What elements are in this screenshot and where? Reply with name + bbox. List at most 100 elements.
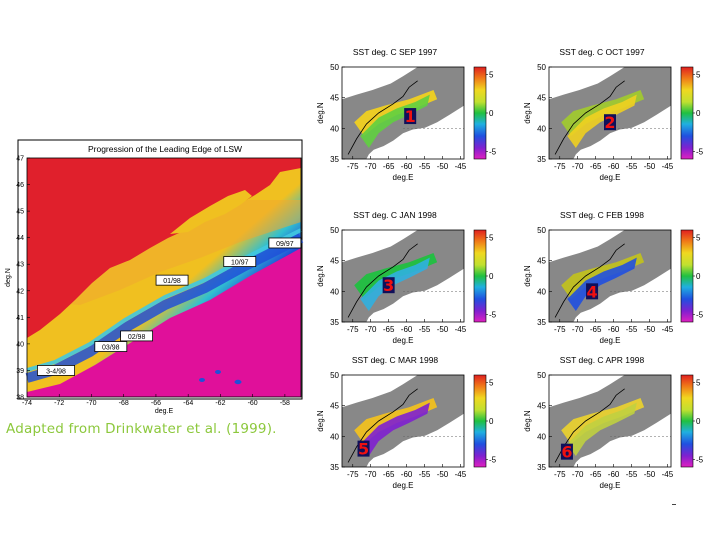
sst-x-tick-label: -45 xyxy=(455,470,467,479)
sst-y-tick-label: 45 xyxy=(330,402,339,411)
lsw-date-annotation: 03/98 xyxy=(94,341,128,352)
sst-panel-title: SST deg. C SEP 1997 xyxy=(353,47,438,57)
lsw-seamount xyxy=(234,379,242,385)
sst-x-tick-label: -65 xyxy=(590,470,602,479)
lsw-peninsula xyxy=(170,190,252,234)
sst-plot-border xyxy=(548,229,672,323)
sst-x-tick-label: -50 xyxy=(644,325,656,334)
sst-colorbar-label: 0 xyxy=(696,417,701,426)
sst-x-tick-label: -70 xyxy=(572,162,584,171)
sst-marker-number: 4 xyxy=(586,282,597,301)
sst-coastline xyxy=(554,243,625,318)
lsw-date-label: 01/98 xyxy=(163,278,181,285)
sst-x-tick-label: -75 xyxy=(347,470,359,479)
sst-land-mask xyxy=(342,230,397,253)
sst-x-tick-label: -50 xyxy=(437,325,449,334)
sst-y-axis-label: deg.N xyxy=(523,265,532,287)
lsw-y-axis-label: deg.N xyxy=(5,268,12,287)
sst-x-axis-label: deg.E xyxy=(600,481,621,490)
sst-coastline xyxy=(554,80,625,155)
sst-y-tick-label: 35 xyxy=(330,463,339,472)
sst-y-axis-label: deg.N xyxy=(316,410,325,432)
sst-x-tick-label: -60 xyxy=(401,162,413,171)
sst-panel-title: SST deg. C JAN 1998 xyxy=(353,210,437,220)
sst-x-tick-label: -75 xyxy=(554,162,566,171)
sst-x-tick-label: -60 xyxy=(401,325,413,334)
sst-panel-title: SST deg. C MAR 1998 xyxy=(352,355,439,365)
sst-marker-number: 5 xyxy=(358,440,369,459)
sst-marker-number: 3 xyxy=(383,276,394,295)
sst-y-tick-label: 35 xyxy=(537,318,546,327)
sst-land-mask xyxy=(549,230,604,253)
sst-anomaly-core xyxy=(360,257,430,311)
sst-x-axis-label: deg.E xyxy=(600,336,621,345)
sst-panel: SST deg. C OCT 1997-75 -70 -65 -60 -55 -50 -45… xyxy=(523,47,704,182)
sst-y-tick-label: 40 xyxy=(330,287,339,296)
sst-x-tick-label: -55 xyxy=(626,325,638,334)
sst-marker-box xyxy=(404,108,417,125)
sst-x-tick-label: -65 xyxy=(383,162,395,171)
sst-y-tick-label: 50 xyxy=(330,371,339,380)
sst-y-tick-label: 40 xyxy=(330,124,339,133)
sst-y-tick-label: 40 xyxy=(537,287,546,296)
sst-y-tick-label: 45 xyxy=(537,402,546,411)
sst-coastline xyxy=(347,80,418,155)
sst-panel: SST deg. C SEP 1997-75 -70 -65 -60 -55 -50 -45… xyxy=(316,47,497,182)
sst-y-axis-label: deg.N xyxy=(523,410,532,432)
figure-caption: Adapted from Drinkwater et al. (1999). xyxy=(6,421,277,437)
lsw-date-annotation: 10/97 xyxy=(223,256,257,267)
lsw-y-tick-label: 43 xyxy=(16,262,24,269)
sst-y-axis-label: deg.N xyxy=(523,102,532,124)
sst-y-tick-label: 45 xyxy=(330,94,339,103)
lsw-y-tick-label: 38 xyxy=(16,395,24,402)
sst-x-tick-label: -45 xyxy=(662,470,674,479)
sst-colorbar xyxy=(473,66,487,160)
sst-x-tick-label: -75 xyxy=(554,470,566,479)
sst-anomaly-core xyxy=(567,402,637,456)
sst-y-tick-label: 40 xyxy=(537,432,546,441)
sst-anomaly-core xyxy=(567,94,637,148)
sst-marker-box xyxy=(382,277,395,294)
sst-x-tick-label: -45 xyxy=(662,325,674,334)
lsw-x-tick-label: -64 xyxy=(183,400,193,407)
sst-colorbar-label: -5 xyxy=(696,310,704,319)
sst-plot-border xyxy=(341,374,465,468)
sst-x-tick-label: -65 xyxy=(590,325,602,334)
lsw-date-box xyxy=(155,274,189,286)
lsw-date-label: 09/97 xyxy=(276,241,294,248)
sst-colorbar-label: -5 xyxy=(489,147,497,156)
lsw-y-tick-label: 46 xyxy=(16,182,24,189)
sst-y-tick-label: 40 xyxy=(537,124,546,133)
sst-y-tick-label: 35 xyxy=(330,155,339,164)
sst-x-tick-label: -55 xyxy=(419,162,431,171)
sst-x-tick-label: -75 xyxy=(347,325,359,334)
sst-x-tick-label: -60 xyxy=(608,325,620,334)
sst-y-tick-label: 35 xyxy=(330,318,339,327)
sst-y-tick-label: 45 xyxy=(537,257,546,266)
sst-marker-number: 2 xyxy=(604,113,615,132)
sst-colorbar-label: -5 xyxy=(696,147,704,156)
sst-plot-border xyxy=(341,229,465,323)
sst-marker-number: 6 xyxy=(561,443,572,462)
lsw-date-label: 02/98 xyxy=(128,334,146,341)
sst-marker-box xyxy=(604,114,616,131)
sst-marker-number: 1 xyxy=(405,107,416,126)
sst-colorbar-label: -5 xyxy=(489,455,497,464)
sst-y-tick-label: 45 xyxy=(330,257,339,266)
slide-mark xyxy=(672,504,676,505)
sst-y-axis-label: deg.N xyxy=(316,102,325,124)
sst-colorbar-label: 5 xyxy=(489,71,494,80)
sst-x-tick-label: -55 xyxy=(419,325,431,334)
sst-land-mask xyxy=(342,67,397,90)
sst-x-tick-label: -75 xyxy=(347,162,359,171)
lsw-x-tick-label: -74 xyxy=(22,400,32,407)
lsw-y-tick-label: 42 xyxy=(16,288,24,295)
sst-colorbar-label: 0 xyxy=(489,417,494,426)
sst-x-axis-label: deg.E xyxy=(393,336,414,345)
sst-marker-box xyxy=(560,443,573,460)
sst-x-tick-label: -45 xyxy=(455,325,467,334)
sst-plot-border xyxy=(548,66,672,160)
sst-colorbar-label: 0 xyxy=(696,272,701,281)
lsw-x-axis-label: deg.E xyxy=(155,408,174,415)
lsw-y-tick-label: 44 xyxy=(16,235,24,242)
